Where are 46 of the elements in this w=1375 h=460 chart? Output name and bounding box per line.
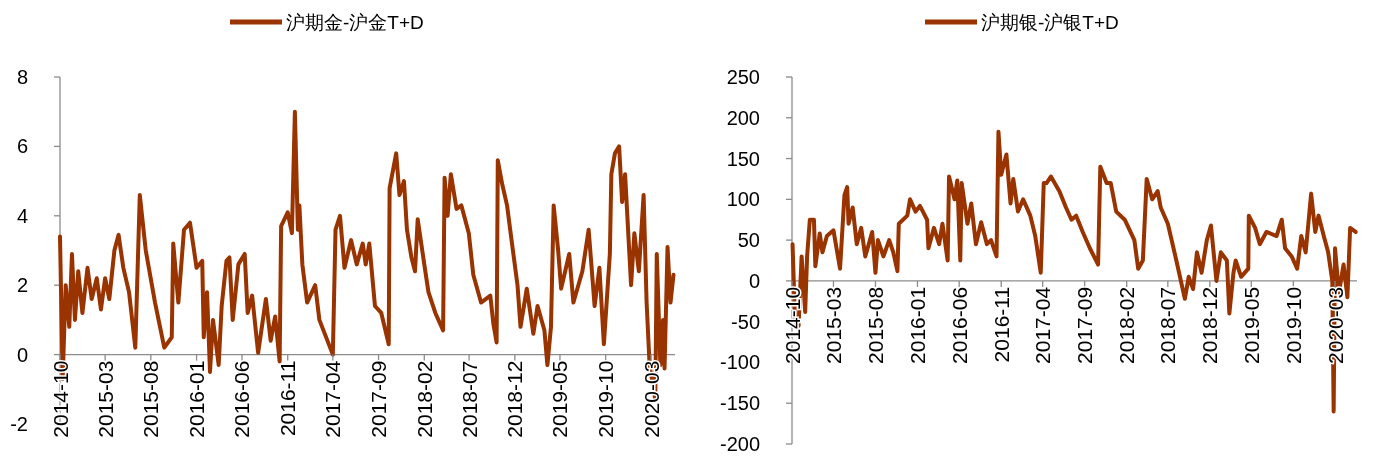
y-tick-label: -150 bbox=[719, 392, 760, 415]
x-tick-label: 2016-11 bbox=[276, 360, 300, 437]
x-tick-label: 2019-05 bbox=[1239, 286, 1263, 364]
x-tick-label: 2020-03 bbox=[1323, 286, 1347, 364]
x-tick-label: 2014-10 bbox=[48, 360, 72, 438]
legend-label: 沪期银-沪银T+D bbox=[981, 11, 1119, 33]
x-tick-label: 2016-06 bbox=[947, 286, 971, 364]
x-tick-label: 2018-02 bbox=[412, 360, 436, 438]
x-tick-label: 2015-08 bbox=[863, 286, 887, 364]
x-tick-label: 2020-03 bbox=[639, 360, 663, 438]
y-tick-label: 8 bbox=[16, 66, 28, 88]
x-tick-label: 2019-05 bbox=[548, 360, 572, 438]
x-tick-label: 2016-01 bbox=[185, 360, 209, 438]
y-tick-label: 150 bbox=[726, 147, 760, 170]
y-tick-label: 4 bbox=[16, 204, 28, 227]
x-tick-label: 2015-03 bbox=[93, 360, 117, 438]
y-tick-label: 50 bbox=[737, 229, 760, 252]
x-tick-label: 2015-08 bbox=[139, 360, 163, 438]
y-tick-label: 250 bbox=[726, 66, 760, 88]
y-tick-label: 100 bbox=[726, 188, 760, 211]
x-tick-label: 2018-07 bbox=[1156, 286, 1180, 364]
x-tick-label: 2017-04 bbox=[1031, 286, 1055, 364]
y-tick-label: 200 bbox=[726, 106, 760, 129]
x-tick-label: 2016-11 bbox=[989, 286, 1013, 363]
x-tick-label: 2016-01 bbox=[905, 286, 929, 364]
y-tick-label: -2 bbox=[10, 413, 28, 435]
x-tick-label: 2016-06 bbox=[230, 360, 254, 438]
x-tick-label: 2019-10 bbox=[594, 360, 618, 438]
legend-label: 沪期金-沪金T+D bbox=[286, 11, 424, 33]
x-tick-label: 2015-03 bbox=[821, 286, 845, 364]
y-tick-label: 6 bbox=[16, 135, 28, 158]
x-tick-label: 2018-07 bbox=[457, 360, 481, 438]
y-tick-label: 2 bbox=[16, 274, 28, 297]
y-tick-label: -100 bbox=[719, 351, 760, 374]
x-tick-label: 2017-09 bbox=[1073, 286, 1097, 364]
x-tick-label: 2018-12 bbox=[503, 360, 527, 438]
y-tick-label: 0 bbox=[748, 269, 760, 292]
x-tick-label: 2017-09 bbox=[367, 360, 391, 438]
y-tick-label: -200 bbox=[719, 433, 760, 455]
y-tick-label: -50 bbox=[731, 310, 760, 333]
x-tick-label: 2017-04 bbox=[321, 360, 345, 438]
x-tick-label: 2014-10 bbox=[780, 286, 804, 364]
y-tick-label: 0 bbox=[16, 343, 28, 366]
x-tick-label: 2018-02 bbox=[1115, 286, 1139, 364]
x-tick-label: 2018-12 bbox=[1198, 286, 1222, 364]
x-tick-label: 2019-10 bbox=[1281, 286, 1305, 364]
